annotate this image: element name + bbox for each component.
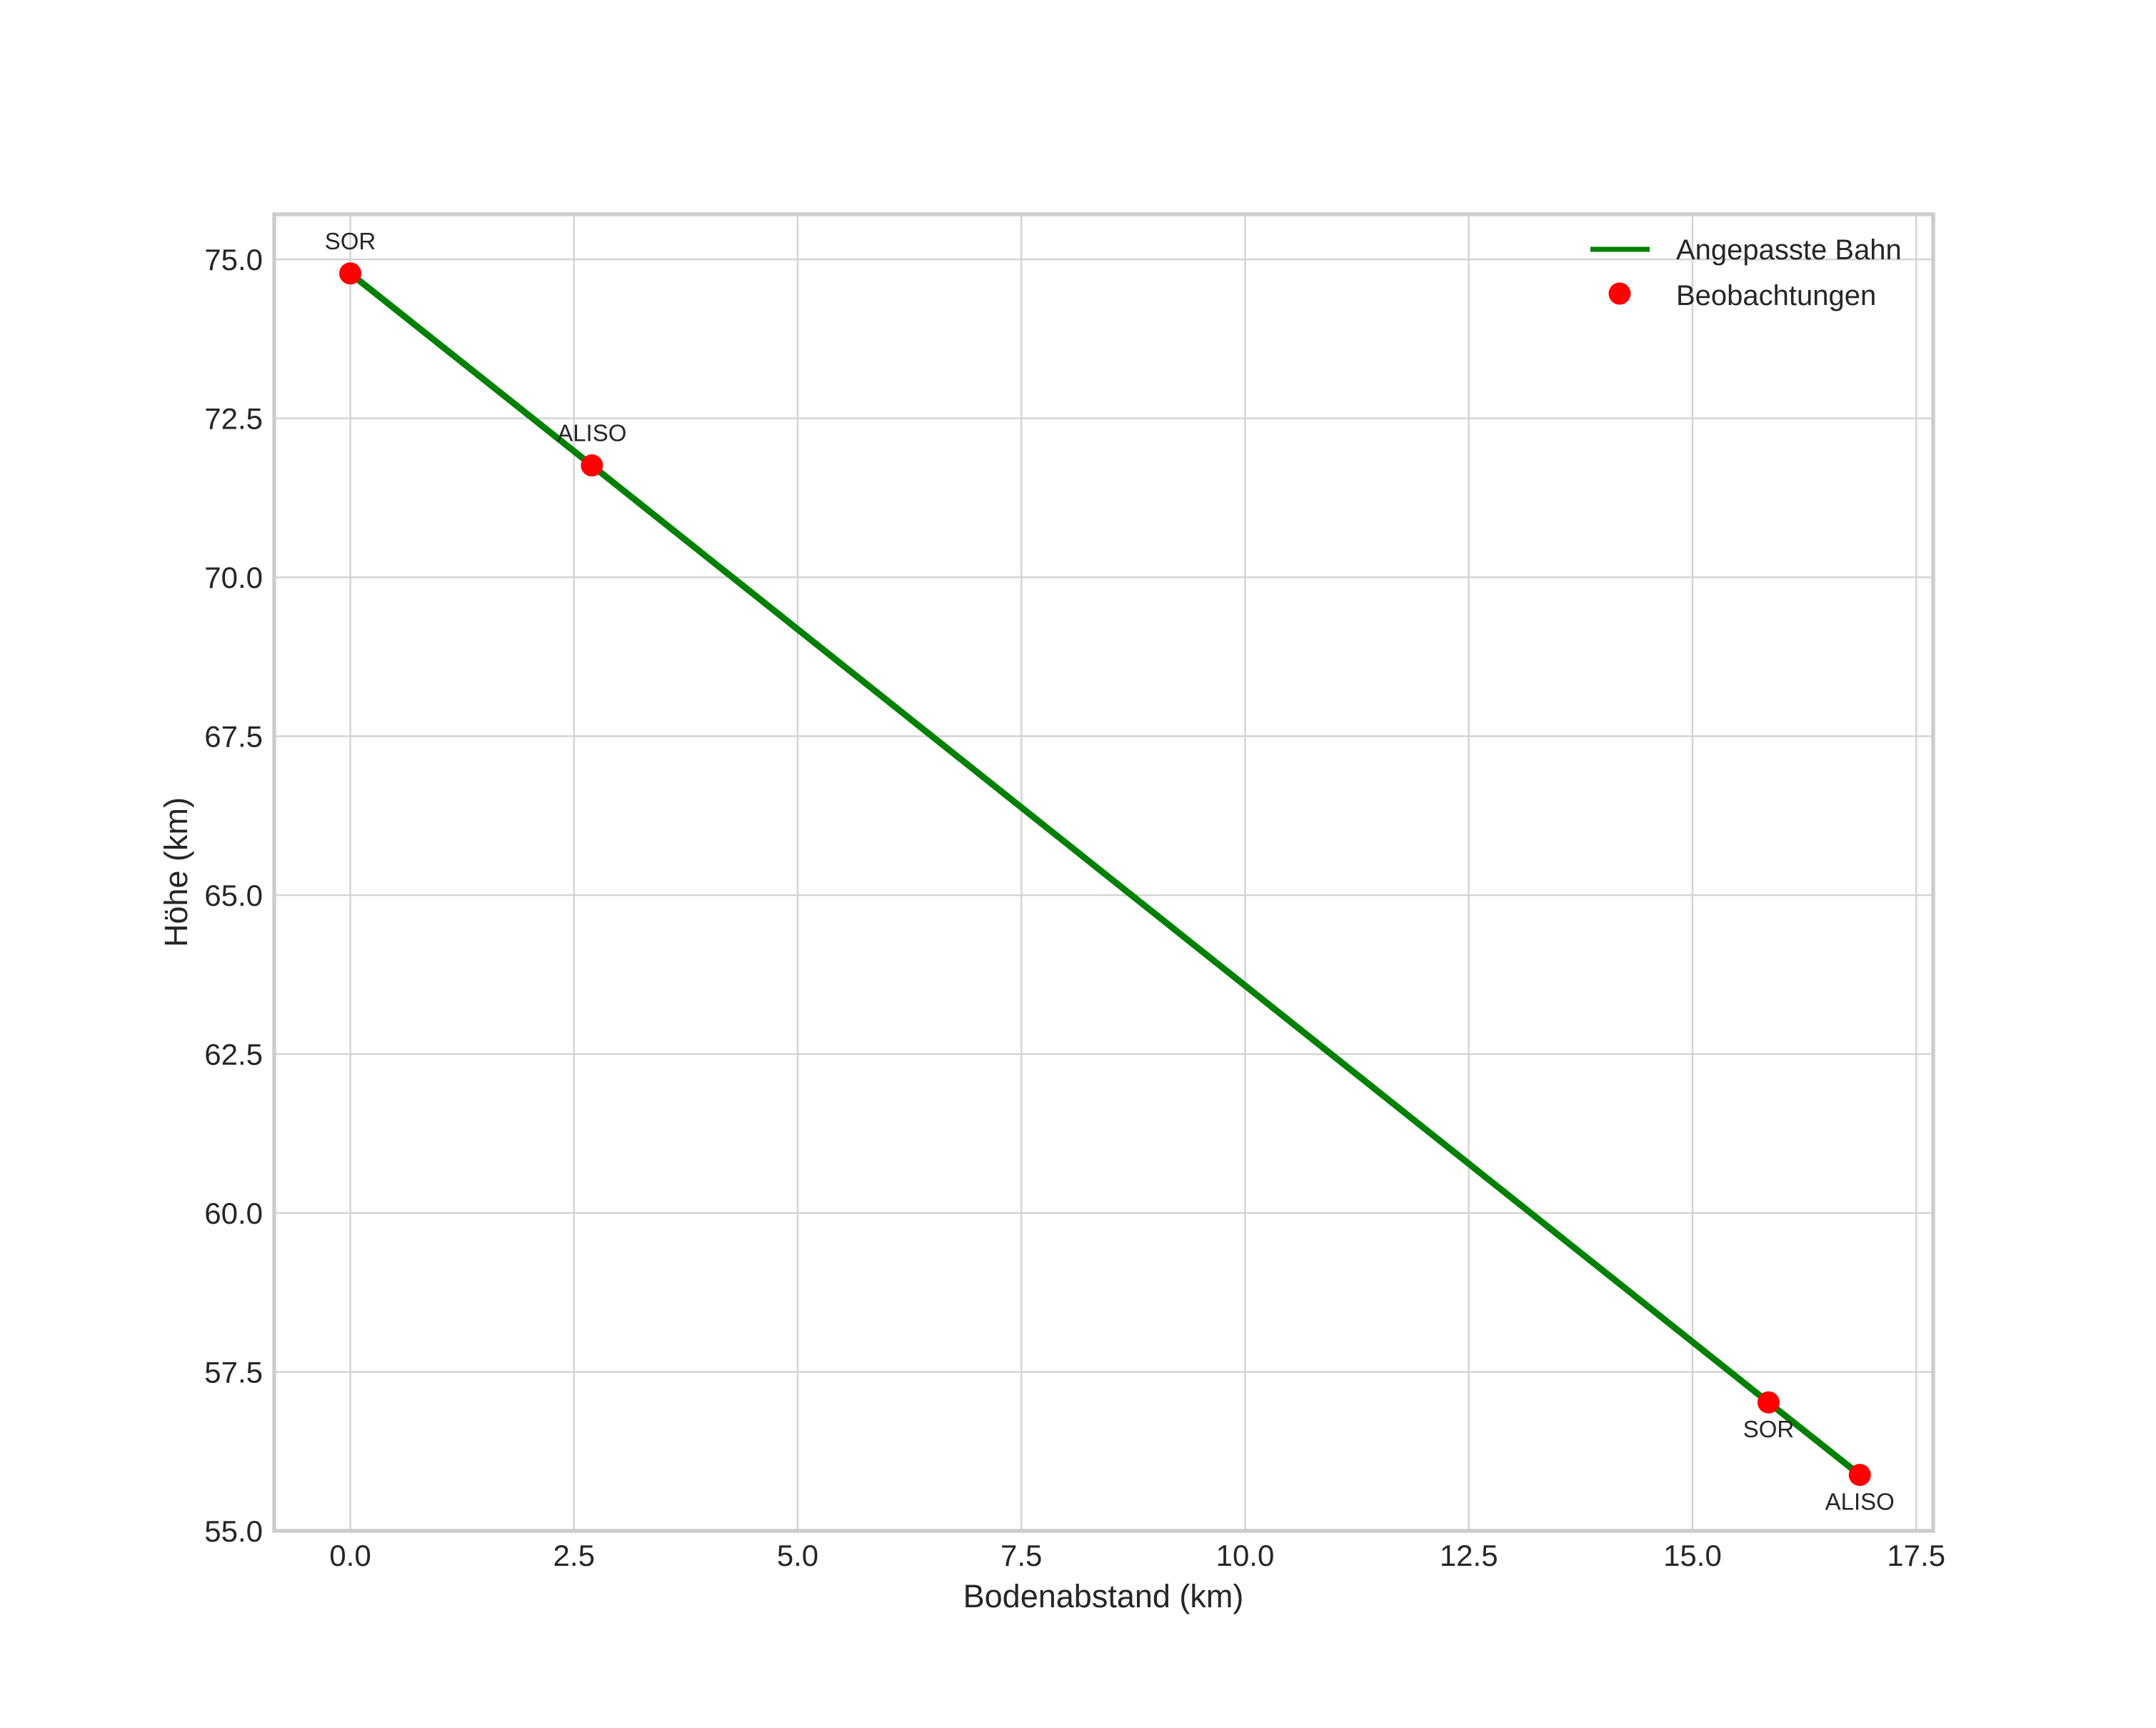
plot-border [272, 212, 1935, 1533]
x-tick-label: 2.5 [553, 1539, 595, 1572]
point-label: ALISO [1825, 1489, 1895, 1515]
y-tick-label: 70.0 [204, 561, 263, 594]
x-tick-labels: 0.0 2.5 5.0 7.5 10.0 12.5 15.0 17.5 [329, 1539, 1945, 1572]
point-label: SOR [325, 228, 376, 254]
x-tick-label: 15.0 [1663, 1539, 1722, 1572]
legend-label-line: Angepasste Bahn [1676, 234, 1902, 266]
y-tick-labels: 55.0 57.5 60.0 62.5 65.0 67.5 70.0 72.5 … [204, 243, 263, 1548]
observation-points [339, 262, 1871, 1487]
x-tick-label: 12.5 [1440, 1539, 1498, 1572]
y-tick-label: 62.5 [204, 1038, 263, 1072]
y-tick-label: 57.5 [204, 1356, 263, 1389]
x-tick-label: 10.0 [1216, 1539, 1275, 1572]
observation-point [1757, 1391, 1780, 1414]
point-label: ALISO [557, 420, 626, 446]
x-tick-label: 0.0 [329, 1539, 371, 1572]
x-axis-label: Bodenabstand (km) [963, 1578, 1244, 1614]
legend-label-marker: Beobachtungen [1676, 280, 1876, 311]
y-tick-label: 67.5 [204, 720, 263, 754]
legend-marker-sample [1608, 282, 1631, 305]
observation-point [581, 454, 603, 477]
x-tick-label: 7.5 [1001, 1539, 1042, 1572]
y-tick-label: 75.0 [204, 243, 263, 276]
x-tick-label: 5.0 [777, 1539, 818, 1572]
gridlines [274, 214, 1933, 1532]
observation-point [339, 262, 362, 285]
y-tick-label: 55.0 [204, 1514, 263, 1548]
y-axis-label: Höhe (km) [158, 797, 194, 947]
y-tick-label: 65.0 [204, 879, 263, 912]
y-tick-label: 72.5 [204, 402, 263, 436]
legend: Angepasste Bahn Beobachtungen [1590, 234, 1902, 311]
fitted-trajectory-line [347, 270, 1863, 1479]
point-label: SOR [1743, 1416, 1795, 1442]
y-tick-label: 60.0 [204, 1197, 263, 1230]
observation-point [1848, 1464, 1871, 1487]
x-tick-label: 17.5 [1887, 1539, 1945, 1572]
point-annotations: SOR ALISO SOR ALISO [325, 228, 1895, 1515]
